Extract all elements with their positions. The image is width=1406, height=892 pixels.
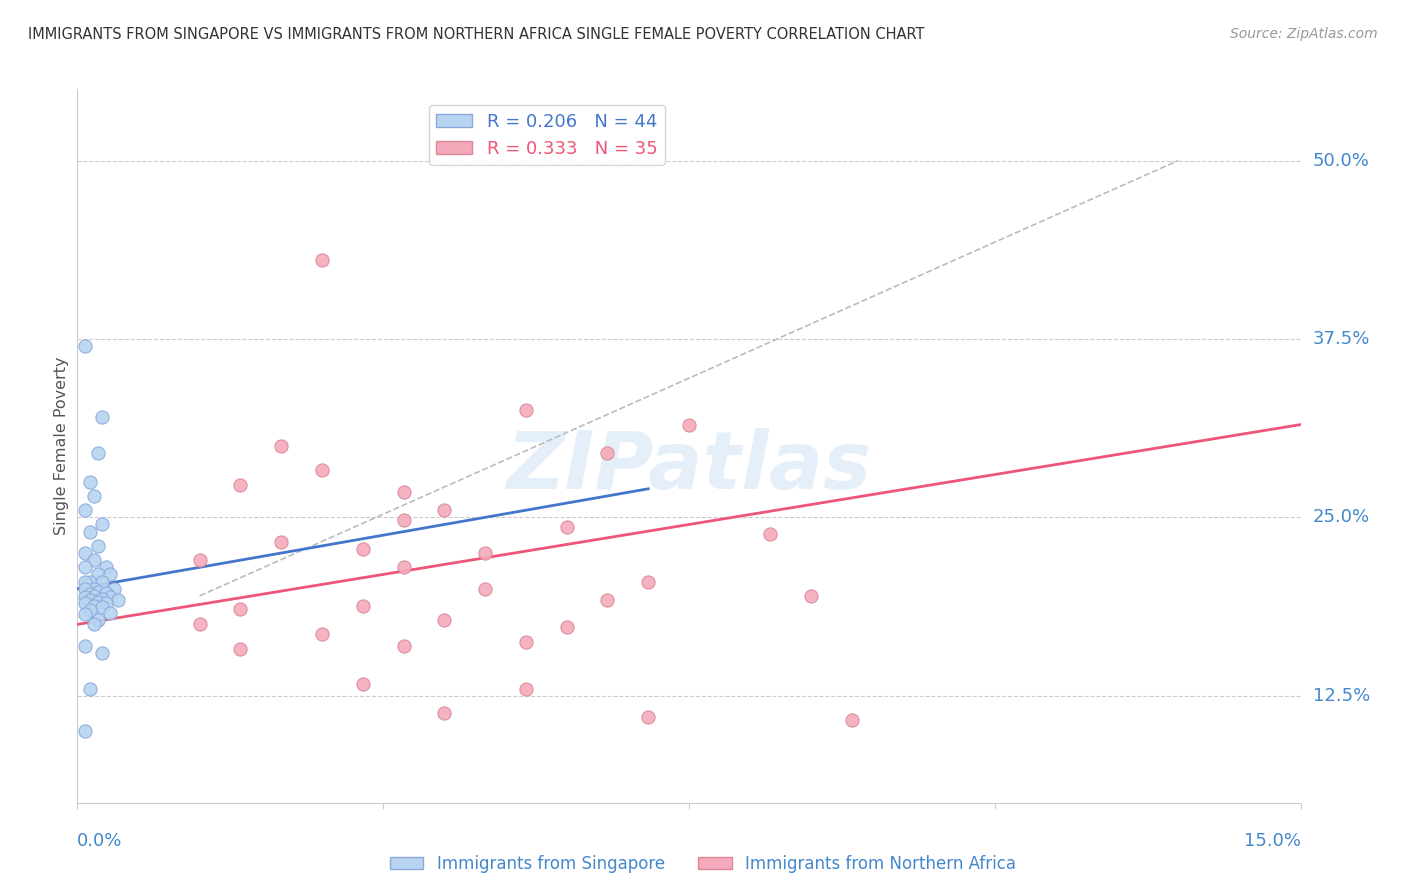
Point — [79, 593, 101, 607]
Point — [433, 706, 456, 720]
Text: 15.0%: 15.0% — [1243, 831, 1301, 849]
Point — [98, 567, 121, 582]
Point — [75, 560, 97, 574]
Point — [90, 574, 112, 589]
Point — [637, 710, 659, 724]
Point — [83, 582, 105, 596]
Point — [392, 639, 415, 653]
Point — [75, 546, 97, 560]
Point — [107, 593, 129, 607]
Point — [270, 439, 292, 453]
Text: ZIPatlas: ZIPatlas — [506, 428, 872, 507]
Point — [433, 503, 456, 517]
Point — [75, 607, 97, 622]
Point — [79, 475, 101, 489]
Point — [90, 646, 112, 660]
Point — [75, 339, 97, 353]
Point — [474, 582, 496, 596]
Point — [841, 713, 863, 727]
Point — [94, 586, 117, 600]
Point — [474, 546, 496, 560]
Point — [98, 606, 121, 620]
Point — [79, 603, 101, 617]
Point — [79, 574, 101, 589]
Point — [75, 596, 97, 610]
Point — [515, 681, 537, 696]
Point — [433, 613, 456, 627]
Point — [94, 560, 117, 574]
Point — [188, 617, 211, 632]
Point — [188, 553, 211, 567]
Point — [229, 641, 252, 656]
Point — [678, 417, 700, 432]
Point — [800, 589, 823, 603]
Point — [90, 591, 112, 606]
Point — [94, 596, 117, 610]
Point — [596, 593, 619, 607]
Point — [75, 503, 97, 517]
Legend: R = 0.206   N = 44, R = 0.333   N = 35: R = 0.206 N = 44, R = 0.333 N = 35 — [429, 105, 665, 165]
Point — [352, 599, 374, 613]
Y-axis label: Single Female Poverty: Single Female Poverty — [53, 357, 69, 535]
Point — [392, 484, 415, 499]
Point — [90, 517, 112, 532]
Point — [87, 539, 110, 553]
Point — [75, 574, 97, 589]
Point — [759, 527, 782, 541]
Point — [596, 446, 619, 460]
Text: 50.0%: 50.0% — [1313, 152, 1369, 169]
Point — [87, 594, 110, 608]
Point — [87, 613, 110, 627]
Point — [75, 591, 97, 605]
Legend: Immigrants from Singapore, Immigrants from Northern Africa: Immigrants from Singapore, Immigrants fr… — [384, 848, 1022, 880]
Point — [83, 589, 105, 603]
Point — [229, 477, 252, 491]
Text: Source: ZipAtlas.com: Source: ZipAtlas.com — [1230, 27, 1378, 41]
Text: IMMIGRANTS FROM SINGAPORE VS IMMIGRANTS FROM NORTHERN AFRICA SINGLE FEMALE POVER: IMMIGRANTS FROM SINGAPORE VS IMMIGRANTS … — [28, 27, 925, 42]
Point — [515, 403, 537, 417]
Point — [75, 639, 97, 653]
Point — [98, 591, 121, 605]
Point — [75, 724, 97, 739]
Point — [637, 574, 659, 589]
Point — [555, 620, 578, 634]
Point — [352, 541, 374, 556]
Point — [311, 463, 333, 477]
Point — [270, 534, 292, 549]
Point — [79, 524, 101, 539]
Text: 0.0%: 0.0% — [77, 831, 122, 849]
Point — [87, 567, 110, 582]
Point — [352, 677, 374, 691]
Point — [79, 587, 101, 601]
Point — [555, 520, 578, 534]
Point — [311, 627, 333, 641]
Text: 25.0%: 25.0% — [1313, 508, 1369, 526]
Point — [83, 489, 105, 503]
Point — [83, 599, 105, 613]
Point — [83, 617, 105, 632]
Point — [392, 560, 415, 574]
Point — [392, 513, 415, 527]
Point — [311, 253, 333, 268]
Text: 37.5%: 37.5% — [1313, 330, 1371, 348]
Point — [87, 584, 110, 599]
Point — [103, 582, 125, 596]
Point — [229, 601, 252, 615]
Point — [75, 582, 97, 596]
Point — [90, 410, 112, 425]
Point — [87, 446, 110, 460]
Point — [83, 553, 105, 567]
Point — [515, 634, 537, 648]
Text: 12.5%: 12.5% — [1313, 687, 1369, 705]
Point — [90, 600, 112, 615]
Point — [79, 681, 101, 696]
